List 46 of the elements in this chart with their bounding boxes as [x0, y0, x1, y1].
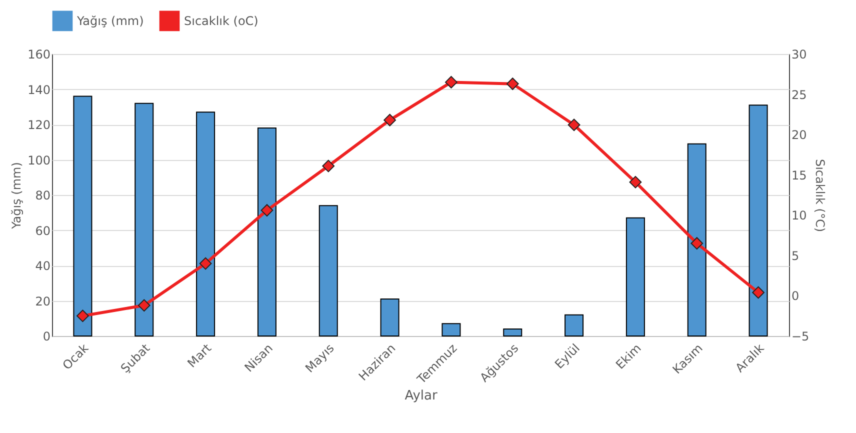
point — [384, 114, 396, 126]
legend-label: Sıcaklık (oC) — [184, 14, 258, 28]
point — [322, 160, 335, 172]
point — [260, 204, 274, 217]
y2-tick-label: 20 — [792, 128, 807, 142]
y-tick-label: 20 — [35, 294, 50, 308]
bar — [748, 104, 768, 336]
bar — [380, 298, 400, 336]
point — [629, 176, 642, 188]
bar — [564, 314, 584, 336]
legend-label: Yağış (mm) — [76, 14, 144, 28]
y2-tick-label: −5 — [792, 330, 810, 344]
point — [690, 237, 704, 250]
bar — [73, 96, 92, 336]
bar — [257, 128, 276, 336]
y-tick-label: 140 — [28, 82, 50, 97]
point — [506, 78, 519, 90]
point — [138, 299, 150, 312]
point — [445, 76, 458, 88]
bar — [687, 143, 706, 336]
y-tick-label: 120 — [28, 118, 50, 132]
point — [76, 310, 89, 322]
point — [199, 257, 212, 270]
point — [752, 286, 764, 299]
y-tick-label: 60 — [35, 224, 50, 238]
bar — [318, 205, 338, 336]
y-tick-label: 160 — [28, 48, 50, 62]
y-tick-label: 40 — [35, 259, 50, 273]
y2-tick-label: 30 — [792, 48, 807, 62]
bar — [503, 328, 522, 336]
y-axis-title: Yağış (mm) — [10, 162, 24, 230]
bar — [442, 323, 461, 336]
y2-tick-label: 15 — [792, 168, 807, 182]
y2-tick-label: 0 — [792, 289, 800, 304]
bar — [196, 112, 216, 336]
y2-tick-label: 5 — [792, 248, 800, 263]
y-tick-label: 100 — [28, 153, 50, 168]
x-axis-title: Aylar — [404, 388, 438, 404]
bar — [626, 217, 645, 336]
y2-axis-title: Sıcaklık (°C) — [813, 158, 828, 232]
y-tick-label: 0 — [42, 330, 50, 344]
point — [568, 118, 580, 132]
y2-tick-label: 25 — [792, 88, 807, 102]
bar — [134, 102, 154, 336]
y2-tick-label: 10 — [792, 208, 807, 223]
y-tick-label: 80 — [35, 188, 50, 202]
